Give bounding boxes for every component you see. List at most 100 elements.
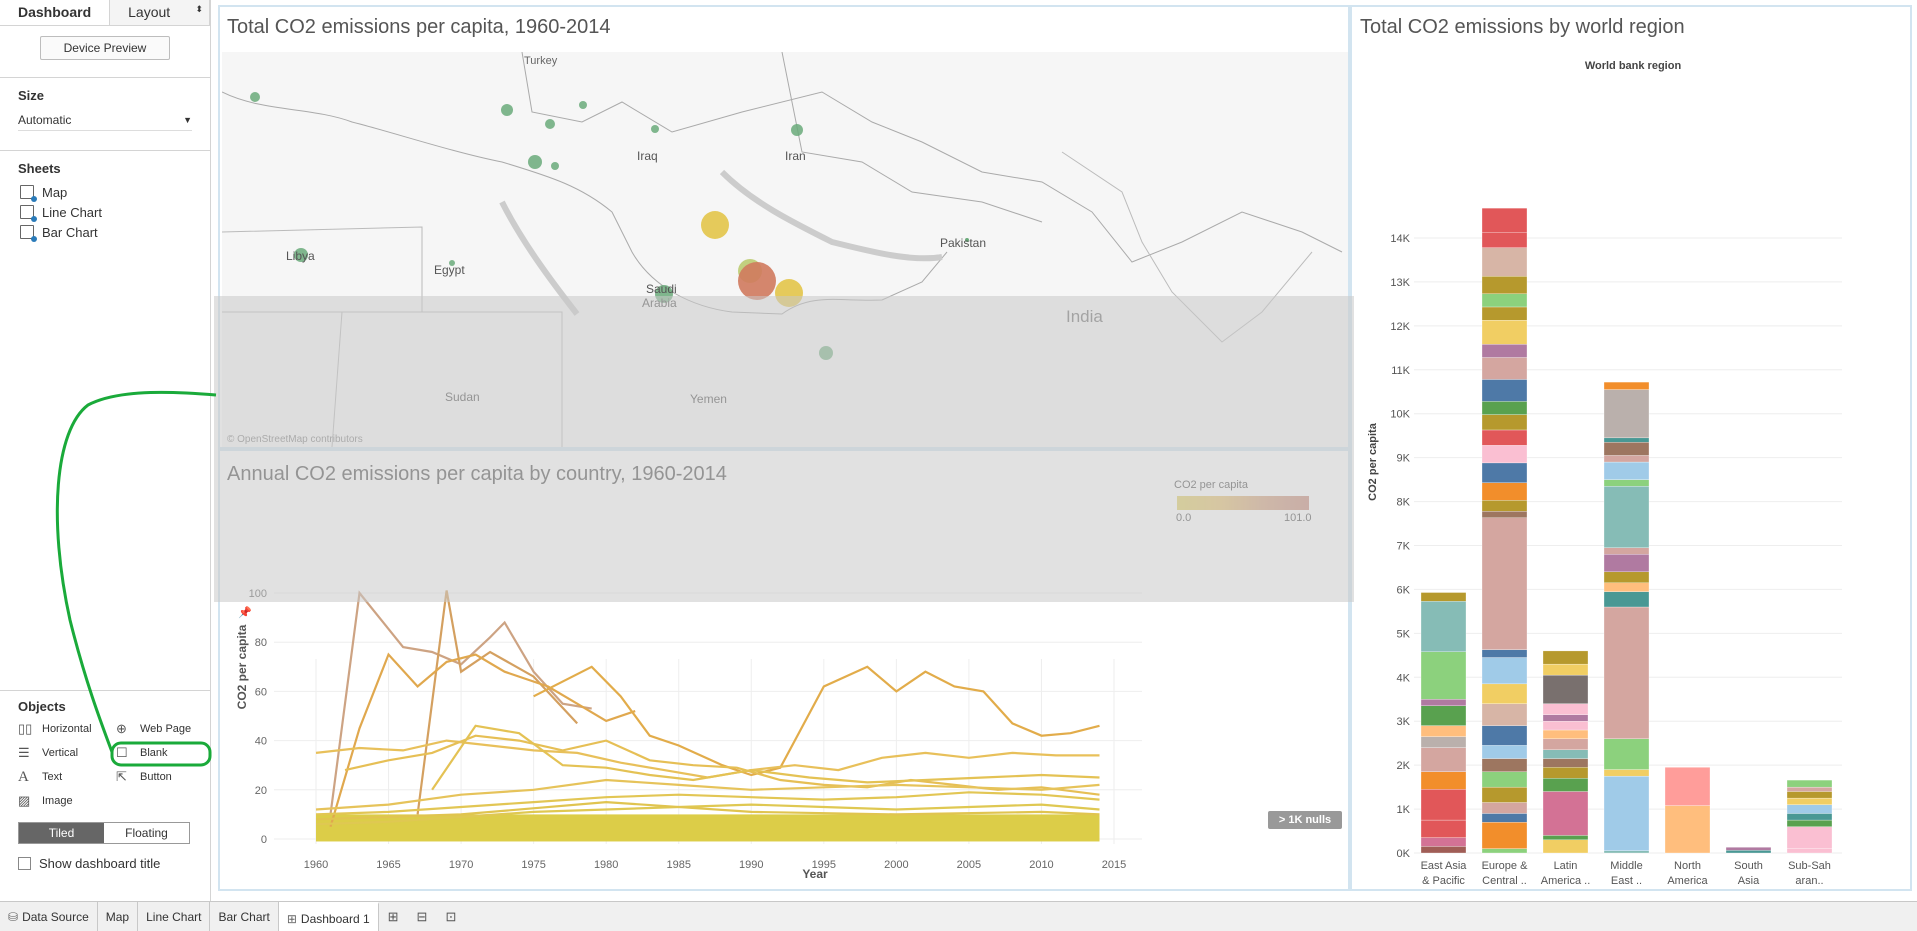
- map-label-iran: Iran: [785, 149, 806, 163]
- y-tick-label: 20: [255, 785, 267, 797]
- tab-data-source[interactable]: ⛁ Data Source: [0, 901, 98, 931]
- sheets-heading: Sheets: [18, 161, 61, 176]
- tiled-button[interactable]: Tiled: [19, 823, 104, 843]
- line-chart-canvas[interactable]: 1960 1965 1970 1975 1980 1985 1990 1995 2000 2005…: [220, 451, 1348, 889]
- worksheet-icon: [20, 185, 37, 202]
- sheet-item-map[interactable]: Map: [0, 182, 210, 202]
- category-label: South: [1734, 860, 1763, 872]
- bar-segment: [1664, 805, 1711, 854]
- map-point: [449, 260, 455, 266]
- category-label: aran..: [1795, 875, 1823, 887]
- category-label: East Asia: [1421, 860, 1468, 872]
- bar-segment: [1542, 650, 1589, 665]
- line-series-3: [533, 665, 1100, 777]
- map-point: [501, 104, 513, 116]
- globe-icon: ⊕: [116, 721, 127, 736]
- pin-icon[interactable]: 📌: [238, 605, 252, 619]
- map-point: [965, 238, 969, 242]
- object-vertical[interactable]: ☰ Vertical: [18, 744, 116, 762]
- bar-segment: [1481, 207, 1528, 233]
- bar-segment: [1603, 738, 1650, 770]
- map-label-libya: Libya: [286, 249, 315, 263]
- nulls-badge[interactable]: > 1K nulls: [1268, 811, 1342, 829]
- size-dropdown-value: Automatic: [18, 113, 72, 127]
- bar-segment: [1603, 486, 1650, 548]
- floating-button[interactable]: Floating: [125, 826, 168, 840]
- y-tick-label: 10K: [1390, 409, 1410, 421]
- bar-chart-header: World bank region: [1585, 60, 1682, 72]
- database-icon: ⛁: [8, 909, 19, 924]
- map-label-pakistan: Pakistan: [940, 236, 986, 250]
- y-tick-label: 0: [261, 834, 267, 846]
- map-label-saudi: Saudi: [646, 282, 677, 296]
- dashboard-grid-icon: ⊞: [286, 911, 297, 926]
- bar-segment: [1603, 389, 1650, 439]
- object-button[interactable]: ⇱ Button: [116, 768, 214, 786]
- objects-heading: Objects: [18, 699, 66, 714]
- map-point: [294, 248, 308, 262]
- sheet-item-line-chart[interactable]: Line Chart: [0, 202, 210, 222]
- x-tick-label: 1990: [739, 859, 763, 871]
- line-chart-series: [315, 590, 1100, 842]
- bar-chart-canvas[interactable]: World bank region 0K 1K 2K 3K 4K 5K 6K 7K 8K 9K 10…: [1352, 7, 1910, 889]
- y-tick-label: 11K: [1391, 365, 1410, 377]
- tab-layout[interactable]: Layout ⬍: [110, 0, 210, 25]
- category-label: Asia: [1738, 875, 1760, 887]
- map-point: [579, 101, 587, 109]
- tab-label: Dashboard 1: [300, 911, 370, 926]
- bar-chart-zone[interactable]: Total CO2 emissions by world region Worl…: [1350, 5, 1912, 891]
- y-tick-label: 0K: [1397, 848, 1411, 860]
- object-label: Button: [140, 771, 172, 783]
- object-label: Text: [42, 771, 63, 783]
- tab-dashboard[interactable]: Dashboard: [0, 0, 111, 25]
- new-dashboard-icon[interactable]: ⊟: [416, 908, 428, 924]
- map-label-egypt: Egypt: [434, 263, 465, 277]
- y-tick-label: 80: [255, 637, 267, 649]
- worksheet-icon: [20, 205, 37, 222]
- y-tick-label: 14K: [1390, 233, 1410, 245]
- new-story-icon[interactable]: ⊡: [445, 908, 457, 924]
- bar-segment: [1481, 247, 1528, 277]
- category-label: America ..: [1541, 875, 1591, 887]
- y-tick-label: 3K: [1397, 716, 1411, 728]
- bar-segment: [1481, 822, 1528, 849]
- size-dropdown[interactable]: Automatic ▼: [18, 109, 192, 131]
- x-tick-label: 2000: [884, 859, 908, 871]
- tab-line-chart[interactable]: Line Chart: [138, 901, 211, 931]
- new-worksheet-icon[interactable]: ⊞: [387, 908, 399, 924]
- horizontal-container-icon: ▯▯: [18, 721, 33, 736]
- object-web-page[interactable]: ⊕ Web Page: [116, 720, 214, 738]
- map-label-turkey: Turkey: [524, 55, 558, 67]
- sheet-tab-bar: ⛁ Data Source Map Line Chart Bar Chart ⊞ D…: [0, 901, 1917, 931]
- object-label: Image: [42, 795, 73, 807]
- sheet-label: Bar Chart: [42, 224, 98, 240]
- x-axis-title: Year: [802, 867, 828, 881]
- object-horizontal[interactable]: ▯▯ Horizontal: [18, 720, 116, 738]
- tab-bar-chart[interactable]: Bar Chart: [210, 901, 279, 931]
- map-label-iraq: Iraq: [637, 149, 658, 163]
- y-tick-label: 7K: [1397, 541, 1411, 553]
- x-tick-label: 2010: [1029, 859, 1053, 871]
- show-title-checkbox[interactable]: [18, 857, 31, 870]
- device-preview-button[interactable]: Device Preview: [40, 36, 170, 60]
- tab-map[interactable]: Map: [98, 901, 139, 931]
- object-text[interactable]: A Text: [18, 768, 116, 786]
- object-blank[interactable]: ☐ Blank: [116, 744, 214, 762]
- show-title-option[interactable]: Show dashboard title: [18, 856, 210, 871]
- bar-segment: [1420, 601, 1467, 652]
- x-tick-label: 2005: [957, 859, 981, 871]
- y-tick-label: 9K: [1397, 453, 1411, 465]
- category-label: Sub-Sah: [1788, 860, 1831, 872]
- map-title: Total CO2 emissions per capita, 1960-201…: [227, 16, 611, 38]
- x-tick-label: 1975: [521, 859, 545, 871]
- bar-segment: [1481, 319, 1528, 345]
- tab-dashboard-1[interactable]: ⊞ Dashboard 1: [278, 901, 379, 931]
- side-pane-tabs: Dashboard Layout ⬍: [0, 0, 210, 26]
- category-label: North: [1674, 860, 1701, 872]
- object-image[interactable]: ▨ Image: [18, 792, 116, 810]
- annotation-arrow-curve: [55, 390, 217, 753]
- map-point: [651, 125, 659, 133]
- sheet-item-bar-chart[interactable]: Bar Chart: [0, 222, 210, 242]
